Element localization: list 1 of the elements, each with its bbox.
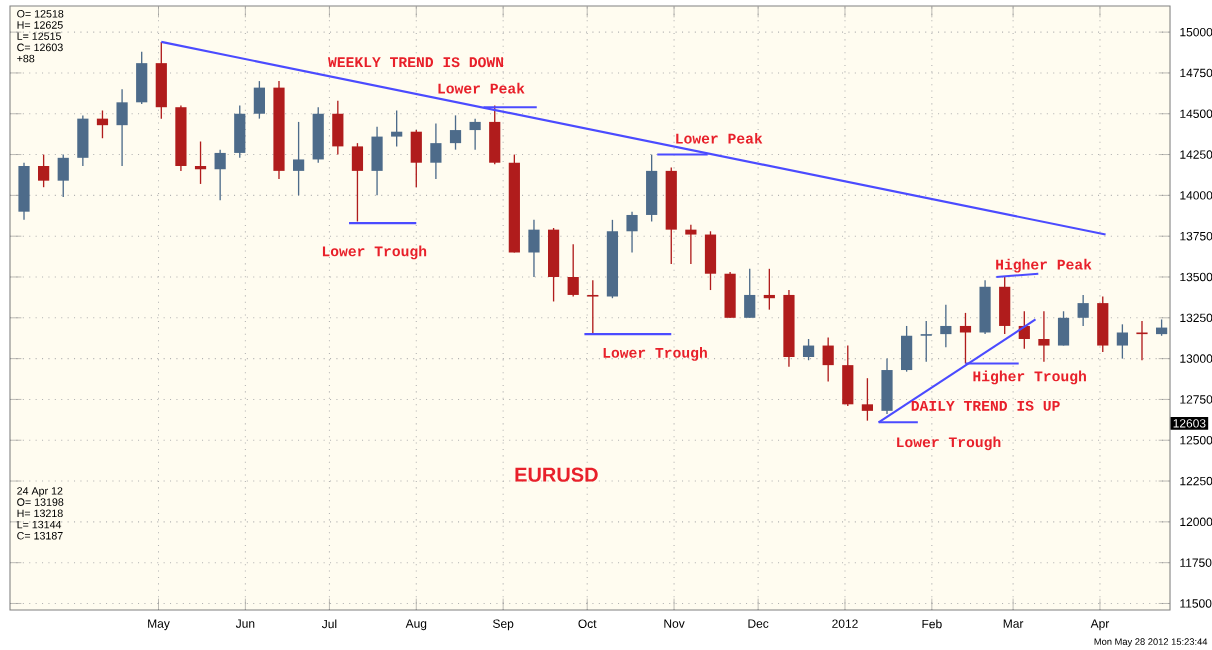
annotation: EURUSD: [515, 467, 598, 482]
